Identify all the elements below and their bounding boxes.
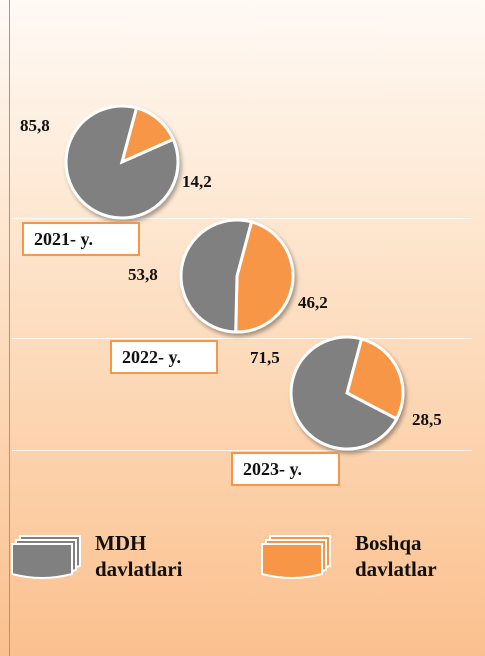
- data-label: 85,8: [20, 116, 50, 135]
- left-rule: [9, 0, 10, 656]
- pie-title: 2021- y.: [22, 222, 140, 256]
- legend-icon: [11, 535, 81, 579]
- pie-title: 2022- y.: [110, 340, 218, 374]
- legend-icon: [261, 535, 331, 579]
- data-label: 14,2: [182, 172, 212, 191]
- pie: [64, 104, 180, 220]
- data-label: 28,5: [412, 410, 442, 429]
- legend-label: MDH davlatlari: [95, 531, 183, 581]
- pie-slice: [179, 218, 254, 334]
- divider: [12, 218, 472, 219]
- pie-slice: [64, 104, 180, 220]
- data-label: 71,5: [250, 348, 280, 367]
- data-label: 53,8: [128, 265, 158, 284]
- divider: [12, 450, 472, 451]
- legend-label: Boshqa davlatlar: [355, 531, 437, 581]
- pie-slice: [234, 220, 295, 334]
- pie: [179, 218, 295, 334]
- pie: [289, 335, 405, 451]
- data-label: 46,2: [298, 293, 328, 312]
- pie-slice: [289, 335, 399, 451]
- divider: [12, 338, 472, 339]
- pie-title: 2023- y.: [231, 452, 340, 486]
